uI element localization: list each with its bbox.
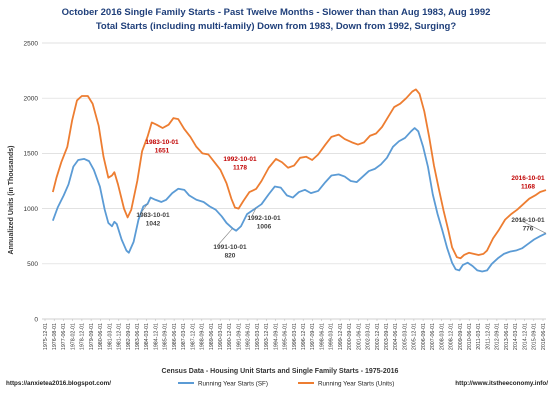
x-tick-label: 1996-03-01: [292, 323, 298, 350]
x-tick-label: 2008-03-01: [439, 323, 445, 350]
x-tick-label: 2002-03-01: [366, 323, 372, 350]
x-tick-label: 1978-02-01: [70, 323, 76, 350]
x-tick-label: 1979-09-01: [89, 323, 95, 350]
gridlines: [42, 42, 546, 265]
x-tick-label: 1993-03-01: [255, 323, 261, 350]
x-axis-label: Census Data - Housing Unit Starts and Si…: [162, 368, 399, 375]
x-tick-label: 1986-06-01: [172, 323, 178, 350]
x-tick-label: 2011-03-01: [476, 323, 482, 350]
x-tick-label: 1995-06-01: [283, 323, 289, 350]
annotation-leader: [140, 203, 148, 214]
y-tick-label: 1500: [24, 151, 39, 158]
x-tick-label: 1999-12-01: [338, 323, 344, 350]
x-tick-label: 2013-06-01: [504, 323, 510, 350]
annotation-date: 1983-10-01: [136, 212, 170, 219]
x-tick-label: 2014-12-01: [522, 323, 528, 350]
x-tick-label: 2015-09-01: [532, 323, 538, 350]
series-lines: [51, 88, 547, 273]
annotation-date: 1992-10-01: [223, 156, 257, 163]
annotation-value: 820: [225, 253, 236, 260]
annotation-value: 1651: [155, 148, 170, 155]
x-tick-label: 1976-08-01: [52, 323, 58, 350]
x-tick-label: 1998-06-01: [319, 323, 325, 350]
x-tick-label: 2009-09-01: [458, 323, 464, 350]
x-tick-label: 1993-12-01: [264, 323, 270, 350]
legend-entry: Running Year Starts (SF): [198, 380, 268, 387]
y-axis-ticks: 0 500 1000 1500 2000 2500: [24, 40, 39, 323]
x-tick-label: 1997-09-01: [310, 323, 316, 350]
x-tick-label: 1987-12-01: [190, 323, 196, 350]
y-tick-label: 2500: [24, 40, 39, 47]
x-tick-label: 2014-03-01: [513, 323, 519, 350]
x-tick-label: 1991-09-01: [236, 323, 242, 350]
annotation-date: 2016-10-01: [511, 175, 545, 182]
x-tick-label: 2011-12-01: [485, 323, 491, 350]
annotation-date: 1991-10-01: [213, 244, 247, 251]
x-tick-label: 2005-03-01: [402, 323, 408, 350]
x-tick-label: 1987-03-01: [181, 323, 187, 350]
x-tick-label: 1984-12-01: [153, 323, 159, 350]
x-tick-label: 1975-12-01: [43, 323, 49, 350]
annotations: 1983-10-01 1651 1983-10-01 1042 1992-10-01 11…: [136, 139, 547, 260]
x-tick-label: 1983-06-01: [135, 323, 141, 350]
annotation-value: 1168: [521, 184, 535, 191]
y-tick-label: 500: [27, 261, 38, 268]
x-tick-label: 1977-06-01: [61, 323, 67, 350]
x-tick-label: 1999-03-01: [329, 323, 335, 350]
annotation-date: 1983-10-01: [145, 139, 179, 146]
x-tick-label: 1981-03-01: [107, 323, 113, 350]
chart-title: October 2016 Single Family Starts - Past…: [62, 7, 491, 18]
x-tick-label: 2003-09-01: [384, 323, 390, 350]
series-line-total-units: [51, 88, 547, 260]
x-axis-ticks: 1975-12-01 1976-08-01 1977-06-01 1978-02-01…: [43, 319, 547, 350]
x-tick-label: 1992-06-01: [246, 323, 252, 350]
x-tick-label: 1990-03-01: [218, 323, 224, 350]
footer-right-url: http://www.itstheeconomy.info/: [455, 380, 548, 387]
x-tick-label: 2005-12-01: [412, 323, 418, 350]
x-tick-label: 2016-06-01: [541, 323, 547, 350]
annotation-leader: [251, 207, 257, 217]
legend-entry: Running Year Starts (Units): [318, 380, 394, 387]
x-tick-label: 1981-12-01: [117, 323, 123, 350]
x-tick-label: 2012-09-01: [495, 323, 501, 350]
x-tick-label: 2001-06-01: [356, 323, 362, 350]
annotation-value: 1178: [233, 165, 247, 172]
annotation-value: 776: [523, 226, 534, 233]
x-tick-label: 1989-06-01: [209, 323, 215, 350]
x-tick-label: 1978-12-01: [80, 323, 86, 350]
x-tick-label: 2002-12-01: [375, 323, 381, 350]
x-tick-label: 2004-06-01: [393, 323, 399, 350]
x-tick-label: 2007-06-01: [430, 323, 436, 350]
series-line-single-family: [52, 127, 547, 273]
legend: Running Year Starts (SF) Running Year Sta…: [178, 380, 394, 387]
x-tick-label: 2010-06-01: [467, 323, 473, 350]
x-tick-label: 1996-12-01: [301, 323, 307, 350]
y-tick-label: 0: [34, 316, 38, 323]
y-tick-label: 2000: [24, 96, 39, 103]
y-axis-label: Annualized Units (in Thousands): [8, 146, 15, 255]
x-tick-label: 1990-12-01: [227, 323, 233, 350]
x-tick-label: 1982-09-01: [126, 323, 132, 350]
annotation-date: 2016-10-01: [511, 217, 545, 224]
x-tick-label: 1984-03-01: [144, 323, 150, 350]
chart-subtitle: Total Starts (including multi-family) Do…: [96, 21, 457, 32]
annotation-leader: [515, 217, 547, 234]
x-tick-label: 2000-09-01: [347, 323, 353, 350]
x-tick-label: 2006-09-01: [421, 323, 427, 350]
x-tick-label: 1985-09-01: [163, 323, 169, 350]
annotation-value: 1006: [257, 224, 272, 231]
y-tick-label: 1000: [24, 206, 39, 213]
x-tick-label: 1994-09-01: [273, 323, 279, 350]
footer-left-url: https://anxietea2016.blogspot.com/: [6, 380, 111, 387]
x-tick-label: 1980-06-01: [98, 323, 104, 350]
annotation-leader: [217, 228, 233, 246]
annotation-date: 1992-10-01: [247, 215, 281, 222]
x-tick-label: 1988-09-01: [200, 323, 206, 350]
x-tick-label: 2008-12-01: [449, 323, 455, 350]
annotation-value: 1042: [146, 221, 161, 228]
